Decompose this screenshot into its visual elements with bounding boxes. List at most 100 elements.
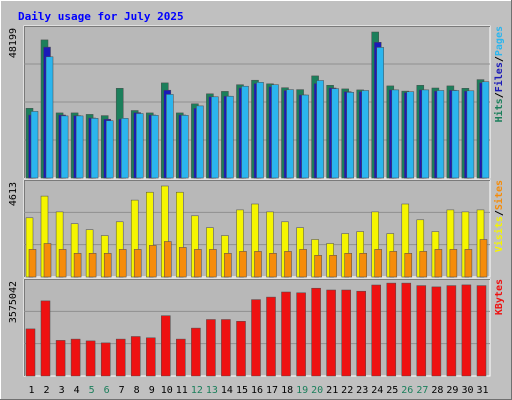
- bar-pages-day-19: [301, 94, 309, 179]
- bar-pages-day-11: [181, 115, 189, 179]
- bar-sites-day-27: [419, 251, 428, 278]
- max-value-label: 4613: [8, 182, 19, 206]
- bar-sites-day-10: [164, 241, 172, 278]
- bar-kbytes-day-28: [431, 286, 442, 377]
- bar-kbytes-day-30: [461, 284, 472, 377]
- day-label-13: 13: [206, 385, 218, 396]
- legend-item-visits: Visits: [493, 216, 505, 252]
- bar-pages-day-1: [30, 111, 39, 179]
- bar-pages-day-5: [90, 118, 99, 179]
- bar-kbytes-day-14: [221, 319, 231, 377]
- legend-kbytes: KBytes: [494, 279, 505, 315]
- bar-kbytes-day-12: [191, 327, 201, 377]
- bar-pages-day-8: [135, 113, 144, 179]
- bar-kbytes-day-8: [130, 336, 141, 377]
- day-label-18: 18: [281, 385, 293, 396]
- bar-sites-day-13: [209, 249, 217, 278]
- bar-pages-day-15: [241, 85, 249, 179]
- bar-kbytes-day-7: [115, 338, 126, 377]
- bar-pages-day-25: [391, 89, 400, 179]
- day-label-21: 21: [326, 385, 338, 396]
- bar-pages-day-26: [406, 91, 415, 179]
- bar-kbytes-day-16: [251, 299, 261, 377]
- day-label-1: 1: [28, 385, 34, 396]
- day-label-24: 24: [371, 385, 383, 396]
- bar-pages-day-18: [286, 89, 294, 179]
- bar-pages-day-29: [451, 90, 460, 179]
- bar-sites-day-11: [179, 247, 187, 278]
- day-label-7: 7: [119, 385, 125, 396]
- bar-sites-day-25: [389, 251, 398, 278]
- bar-sites-day-7: [118, 249, 127, 278]
- chart-title: Daily usage for July 2025: [18, 10, 184, 23]
- bar-sites-day-16: [254, 251, 262, 278]
- bar-sites-day-3: [58, 249, 67, 278]
- day-label-19: 19: [296, 385, 308, 396]
- bar-pages-day-13: [211, 96, 219, 179]
- day-label-14: 14: [221, 385, 233, 396]
- bar-kbytes-day-24: [371, 284, 381, 377]
- bar-sites-day-12: [194, 249, 202, 278]
- day-label-15: 15: [236, 385, 248, 396]
- bar-kbytes-day-22: [341, 289, 351, 377]
- bar-kbytes-day-4: [70, 338, 81, 377]
- bar-pages-day-6: [105, 120, 114, 179]
- bar-kbytes-day-23: [356, 290, 366, 377]
- bar-sites-day-1: [28, 249, 37, 278]
- bar-pages-day-10: [166, 94, 174, 179]
- bar-sites-day-18: [284, 251, 292, 278]
- bar-pages-day-20: [316, 80, 324, 179]
- bar-pages-day-16: [256, 82, 264, 179]
- bar-kbytes-day-18: [281, 291, 291, 377]
- bar-sites-day-6: [103, 253, 112, 278]
- bar-sites-day-9: [149, 245, 157, 278]
- day-label-6: 6: [104, 385, 110, 396]
- legend-item-pages: Pages: [494, 26, 505, 56]
- bar-kbytes-day-13: [206, 319, 216, 377]
- bar-kbytes-day-9: [146, 337, 156, 377]
- bar-pages-day-7: [120, 118, 129, 179]
- day-label-8: 8: [134, 385, 140, 396]
- bar-pages-day-9: [151, 115, 159, 179]
- day-label-30: 30: [461, 385, 473, 396]
- bar-sites-day-19: [299, 249, 307, 278]
- bar-sites-day-28: [434, 249, 443, 278]
- day-label-23: 23: [356, 385, 368, 396]
- bar-pages-day-3: [60, 115, 69, 179]
- bar-pages-day-14: [226, 95, 234, 179]
- max-value-label: 3575042: [8, 281, 19, 323]
- day-label-4: 4: [74, 385, 80, 396]
- bar-sites-day-14: [224, 253, 232, 278]
- bar-sites-day-5: [88, 253, 97, 278]
- bar-sites-day-22: [344, 253, 352, 278]
- day-label-31: 31: [476, 385, 488, 396]
- day-label-3: 3: [59, 385, 65, 396]
- bar-kbytes-day-26: [401, 282, 412, 377]
- bar-pages-day-23: [361, 90, 369, 179]
- day-label-29: 29: [446, 385, 458, 396]
- bar-sites-day-24: [374, 249, 382, 278]
- day-label-26: 26: [401, 385, 413, 396]
- bar-sites-day-15: [239, 251, 247, 278]
- day-label-11: 11: [176, 385, 188, 396]
- bar-pages-day-2: [45, 56, 54, 179]
- bar-pages-day-30: [466, 90, 475, 179]
- bar-kbytes-day-25: [386, 282, 397, 377]
- legend-item-kbytes: KBytes: [494, 279, 505, 315]
- legend-item-files: Files: [493, 62, 505, 92]
- bar-sites-day-26: [404, 253, 413, 278]
- bar-kbytes-day-2: [40, 300, 51, 377]
- bar-kbytes-day-15: [236, 321, 246, 377]
- day-labels: 1 2 3 4 5 6 7 8 9 10 11 12 13 14 15 16 17 18 19 20 21 22 23 24 2…: [28, 385, 488, 396]
- bar-kbytes-day-20: [311, 287, 321, 377]
- panel-visits-sites: 4613 Visits/Sites: [8, 179, 505, 278]
- day-label-2: 2: [43, 385, 49, 396]
- bar-kbytes-day-10: [161, 315, 171, 377]
- day-label-20: 20: [311, 385, 323, 396]
- bar-kbytes-day-19: [296, 292, 306, 377]
- day-label-16: 16: [251, 385, 263, 396]
- bar-kbytes-day-27: [416, 285, 427, 377]
- bar-pages-day-12: [196, 105, 204, 179]
